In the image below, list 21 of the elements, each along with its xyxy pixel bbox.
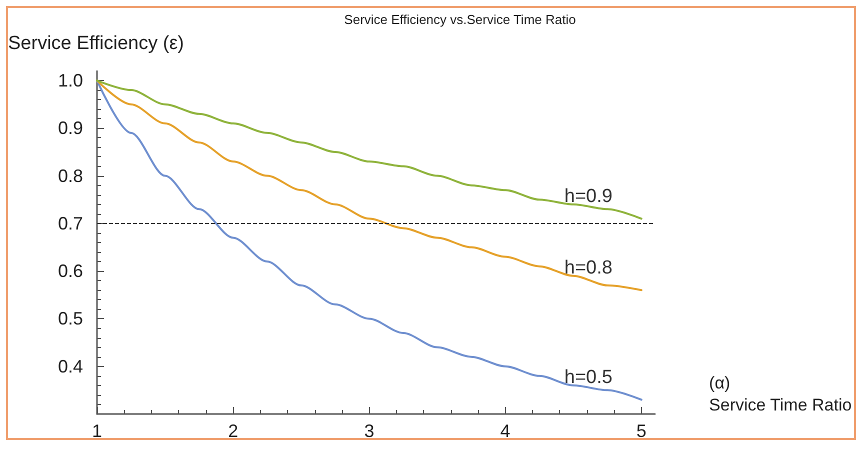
y-tick-label: 0.4 xyxy=(58,356,83,376)
series-label: h=0.5 xyxy=(564,367,612,388)
y-tick-label: 0.7 xyxy=(58,213,83,234)
x-tick-label: 1 xyxy=(92,421,102,441)
y-tick-label: 0.5 xyxy=(58,308,83,329)
y-tick-label: 0.6 xyxy=(58,261,83,282)
y-axis-title: Service Efficiency (ε) xyxy=(8,33,184,54)
y-tick-label: 0.9 xyxy=(58,118,83,138)
x-tick-label: 4 xyxy=(500,421,510,441)
x-tick-label: 3 xyxy=(364,421,374,441)
series-label: h=0.9 xyxy=(564,186,612,208)
y-tick-label: 0.8 xyxy=(58,166,83,186)
x-tick-label: 5 xyxy=(636,421,646,441)
y-tick-label: 1.0 xyxy=(58,70,83,91)
line-series xyxy=(96,80,642,401)
series-label: h=0.8 xyxy=(564,258,612,279)
x-tick-label: 2 xyxy=(228,421,238,441)
line-series xyxy=(96,80,642,220)
chart-title: Service Efficiency vs.Service Time Ratio xyxy=(344,12,576,27)
x-axis-title: (α) Service Time Ratio xyxy=(709,374,852,414)
line-series xyxy=(96,80,642,292)
